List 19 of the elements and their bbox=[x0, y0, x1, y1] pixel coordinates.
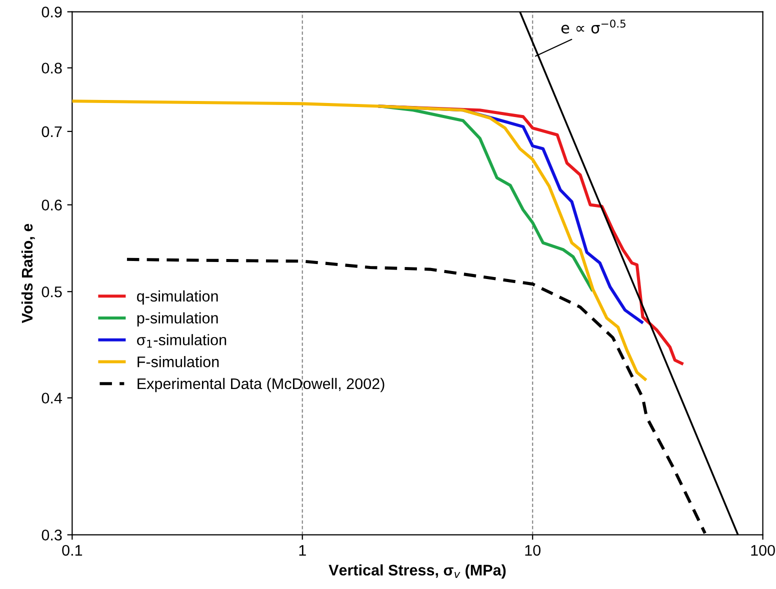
x-tick-label: 1 bbox=[299, 545, 306, 556]
y-tick-label: 0.8 bbox=[42, 62, 62, 74]
x-tick-label: 100 bbox=[751, 544, 775, 556]
x-tick-label: 0.1 bbox=[62, 544, 82, 556]
y-tick-label: 0.5 bbox=[42, 286, 62, 298]
y-tick-label: 0.7 bbox=[42, 126, 62, 138]
legend-label: Experimental Data (McDowell, 2002) bbox=[138, 378, 384, 392]
y-tick-label: 0.3 bbox=[42, 530, 62, 540]
y-axis-title: Voids Ratio, e bbox=[21, 224, 35, 324]
y-tick-label: 0.6 bbox=[42, 200, 62, 210]
y-tick-label: 0.4 bbox=[42, 392, 62, 404]
y-tick-label: 0.9 bbox=[42, 6, 62, 18]
legend-label: p-simulation bbox=[137, 312, 218, 327]
legend-label: F-simulation bbox=[138, 356, 219, 368]
legend-label: q-simulation bbox=[137, 290, 218, 305]
x-axis-title: Vertical Stress, σ$_{v}$ (MPa) bbox=[328, 564, 506, 579]
annotation: e ∝ σ$^{−0.5}$ bbox=[561, 20, 626, 34]
x-tick-label: 10 bbox=[525, 544, 540, 556]
legend-label: σ$_{1}$-simulation bbox=[137, 334, 226, 348]
